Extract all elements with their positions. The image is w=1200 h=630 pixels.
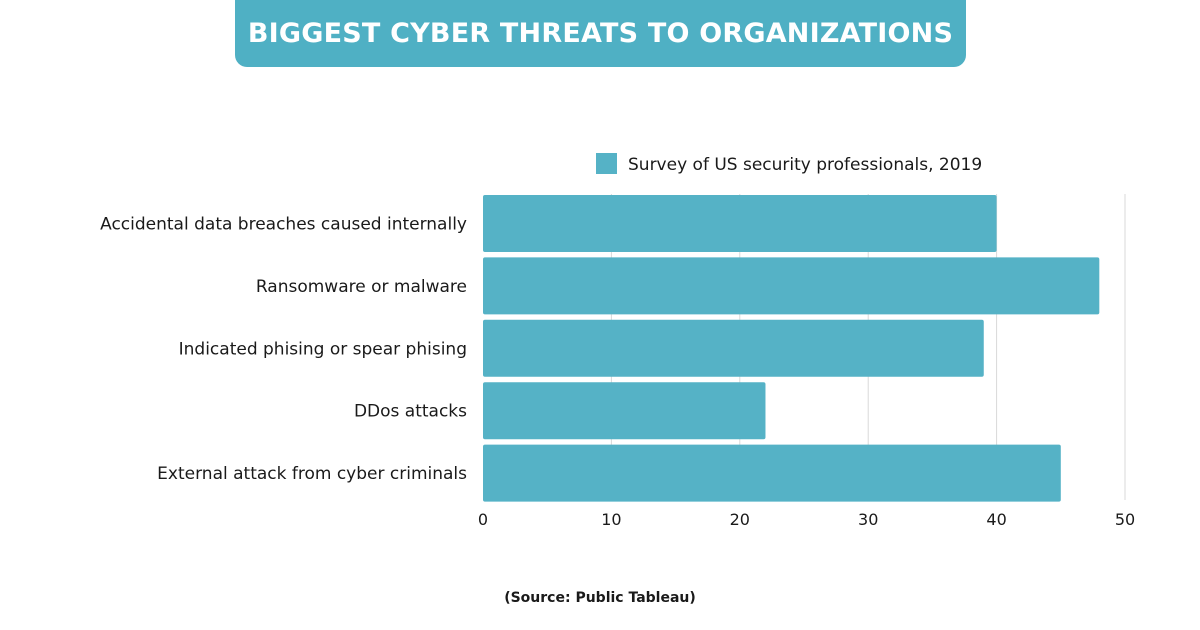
axis: 0 10 20 30 40 50 Accidental data breaches caus… xyxy=(100,215,1135,530)
source-note: (Source: Public Tableau) xyxy=(504,590,696,606)
legend: Survey of US security professionals, 201… xyxy=(596,153,982,175)
x-tick-label: 20 xyxy=(730,510,750,529)
bar xyxy=(483,444,1061,502)
bar xyxy=(483,382,766,440)
legend-swatch xyxy=(596,153,617,174)
x-tick-label: 50 xyxy=(1115,510,1135,529)
legend-label: Survey of US security professionals, 201… xyxy=(628,155,982,175)
x-tick-label: 0 xyxy=(478,510,488,529)
bar xyxy=(483,319,984,377)
category-label: DDos attacks xyxy=(354,402,467,422)
x-tick-label: 10 xyxy=(601,510,621,529)
x-tick-label: 30 xyxy=(858,510,878,529)
bars xyxy=(483,195,1100,502)
category-label: Indicated phising or spear phising xyxy=(179,339,467,359)
category-label: Ransomware or malware xyxy=(256,277,467,297)
category-label: Accidental data breaches caused internal… xyxy=(100,215,467,235)
chart-title: BIGGEST CYBER THREATS TO ORGANIZATIONS xyxy=(247,18,954,49)
category-label: External attack from cyber criminals xyxy=(157,464,467,484)
bar xyxy=(483,195,997,252)
x-tick-label: 40 xyxy=(986,510,1006,529)
title-banner: BIGGEST CYBER THREATS TO ORGANIZATIONS xyxy=(235,0,966,67)
bar xyxy=(483,257,1100,315)
